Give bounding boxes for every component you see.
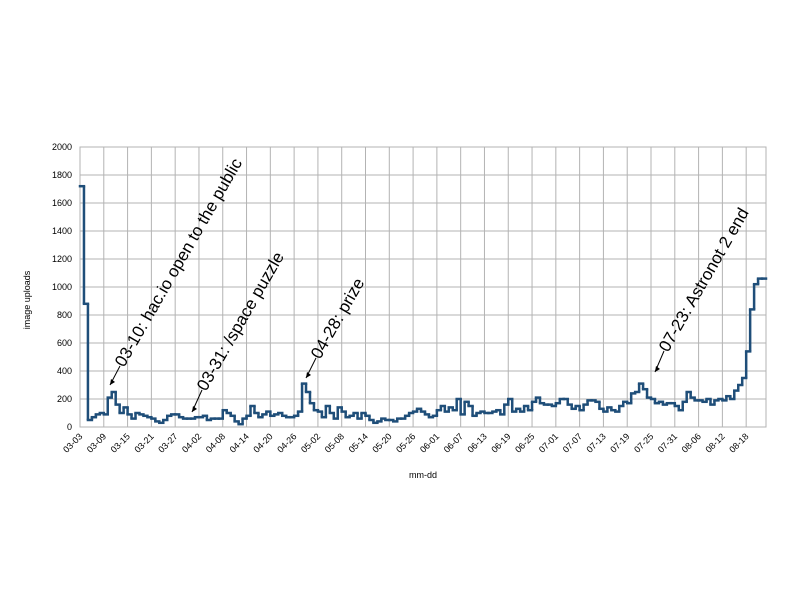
y-tick-label: 0 — [67, 422, 72, 432]
x-tick-label: 03-27 — [156, 431, 179, 454]
y-tick-label: 800 — [57, 310, 72, 320]
arrow-head — [110, 379, 115, 385]
arrow-head — [655, 366, 660, 372]
x-tick-label: 06-01 — [418, 431, 441, 454]
x-tick-label: 04-08 — [204, 431, 227, 454]
y-tick-label: 1000 — [52, 282, 72, 292]
x-tick-label: 05-02 — [299, 431, 322, 454]
y-tick-label: 200 — [57, 394, 72, 404]
x-tick-label: 06-25 — [513, 431, 536, 454]
x-axis-label: mm-dd — [409, 470, 437, 480]
x-tick-label: 08-12 — [703, 431, 726, 454]
x-tick-label: 06-19 — [489, 431, 512, 454]
x-tick-label: 06-13 — [466, 431, 489, 454]
x-tick-label: 07-13 — [584, 431, 607, 454]
x-tick-label: 05-26 — [394, 431, 417, 454]
x-tick-label: 07-01 — [537, 431, 560, 454]
x-tick-label: 05-20 — [370, 431, 393, 454]
x-tick-label: 04-20 — [251, 431, 274, 454]
y-tick-label: 1600 — [52, 198, 72, 208]
x-tick-label: 05-14 — [347, 431, 370, 454]
annotation: 04-28: prize — [307, 275, 368, 362]
y-tick-label: 2000 — [52, 142, 72, 152]
y-tick-label: 400 — [57, 366, 72, 376]
x-tick-label: 03-15 — [109, 431, 132, 454]
x-tick-label: 03-03 — [61, 431, 84, 454]
x-tick-label: 07-31 — [656, 431, 679, 454]
x-tick-label: 05-08 — [323, 431, 346, 454]
y-axis-label: image uploads — [22, 270, 32, 329]
annotation: 03-31: /space puzzle — [193, 249, 288, 394]
x-tick-label: 03-09 — [85, 431, 108, 454]
x-tick-label: 06-07 — [442, 431, 465, 454]
x-tick-label: 04-26 — [275, 431, 298, 454]
x-tick-label: 08-18 — [727, 431, 750, 454]
x-tick-label: 03-21 — [132, 431, 155, 454]
y-tick-label: 1400 — [52, 226, 72, 236]
x-tick-label: 04-02 — [180, 431, 203, 454]
arrow-head — [306, 372, 311, 378]
x-tick-label: 07-19 — [608, 431, 631, 454]
x-tick-label: 07-25 — [632, 431, 655, 454]
y-tick-label: 600 — [57, 338, 72, 348]
y-tick-label: 1800 — [52, 170, 72, 180]
x-tick-label: 07-07 — [561, 431, 584, 454]
annotation: 07-23: Astronot 2 end — [655, 205, 753, 355]
y-tick-label: 1200 — [52, 254, 72, 264]
arrow-head — [192, 406, 197, 412]
x-tick-label: 08-06 — [680, 431, 703, 454]
x-tick-label: 04-14 — [228, 431, 251, 454]
